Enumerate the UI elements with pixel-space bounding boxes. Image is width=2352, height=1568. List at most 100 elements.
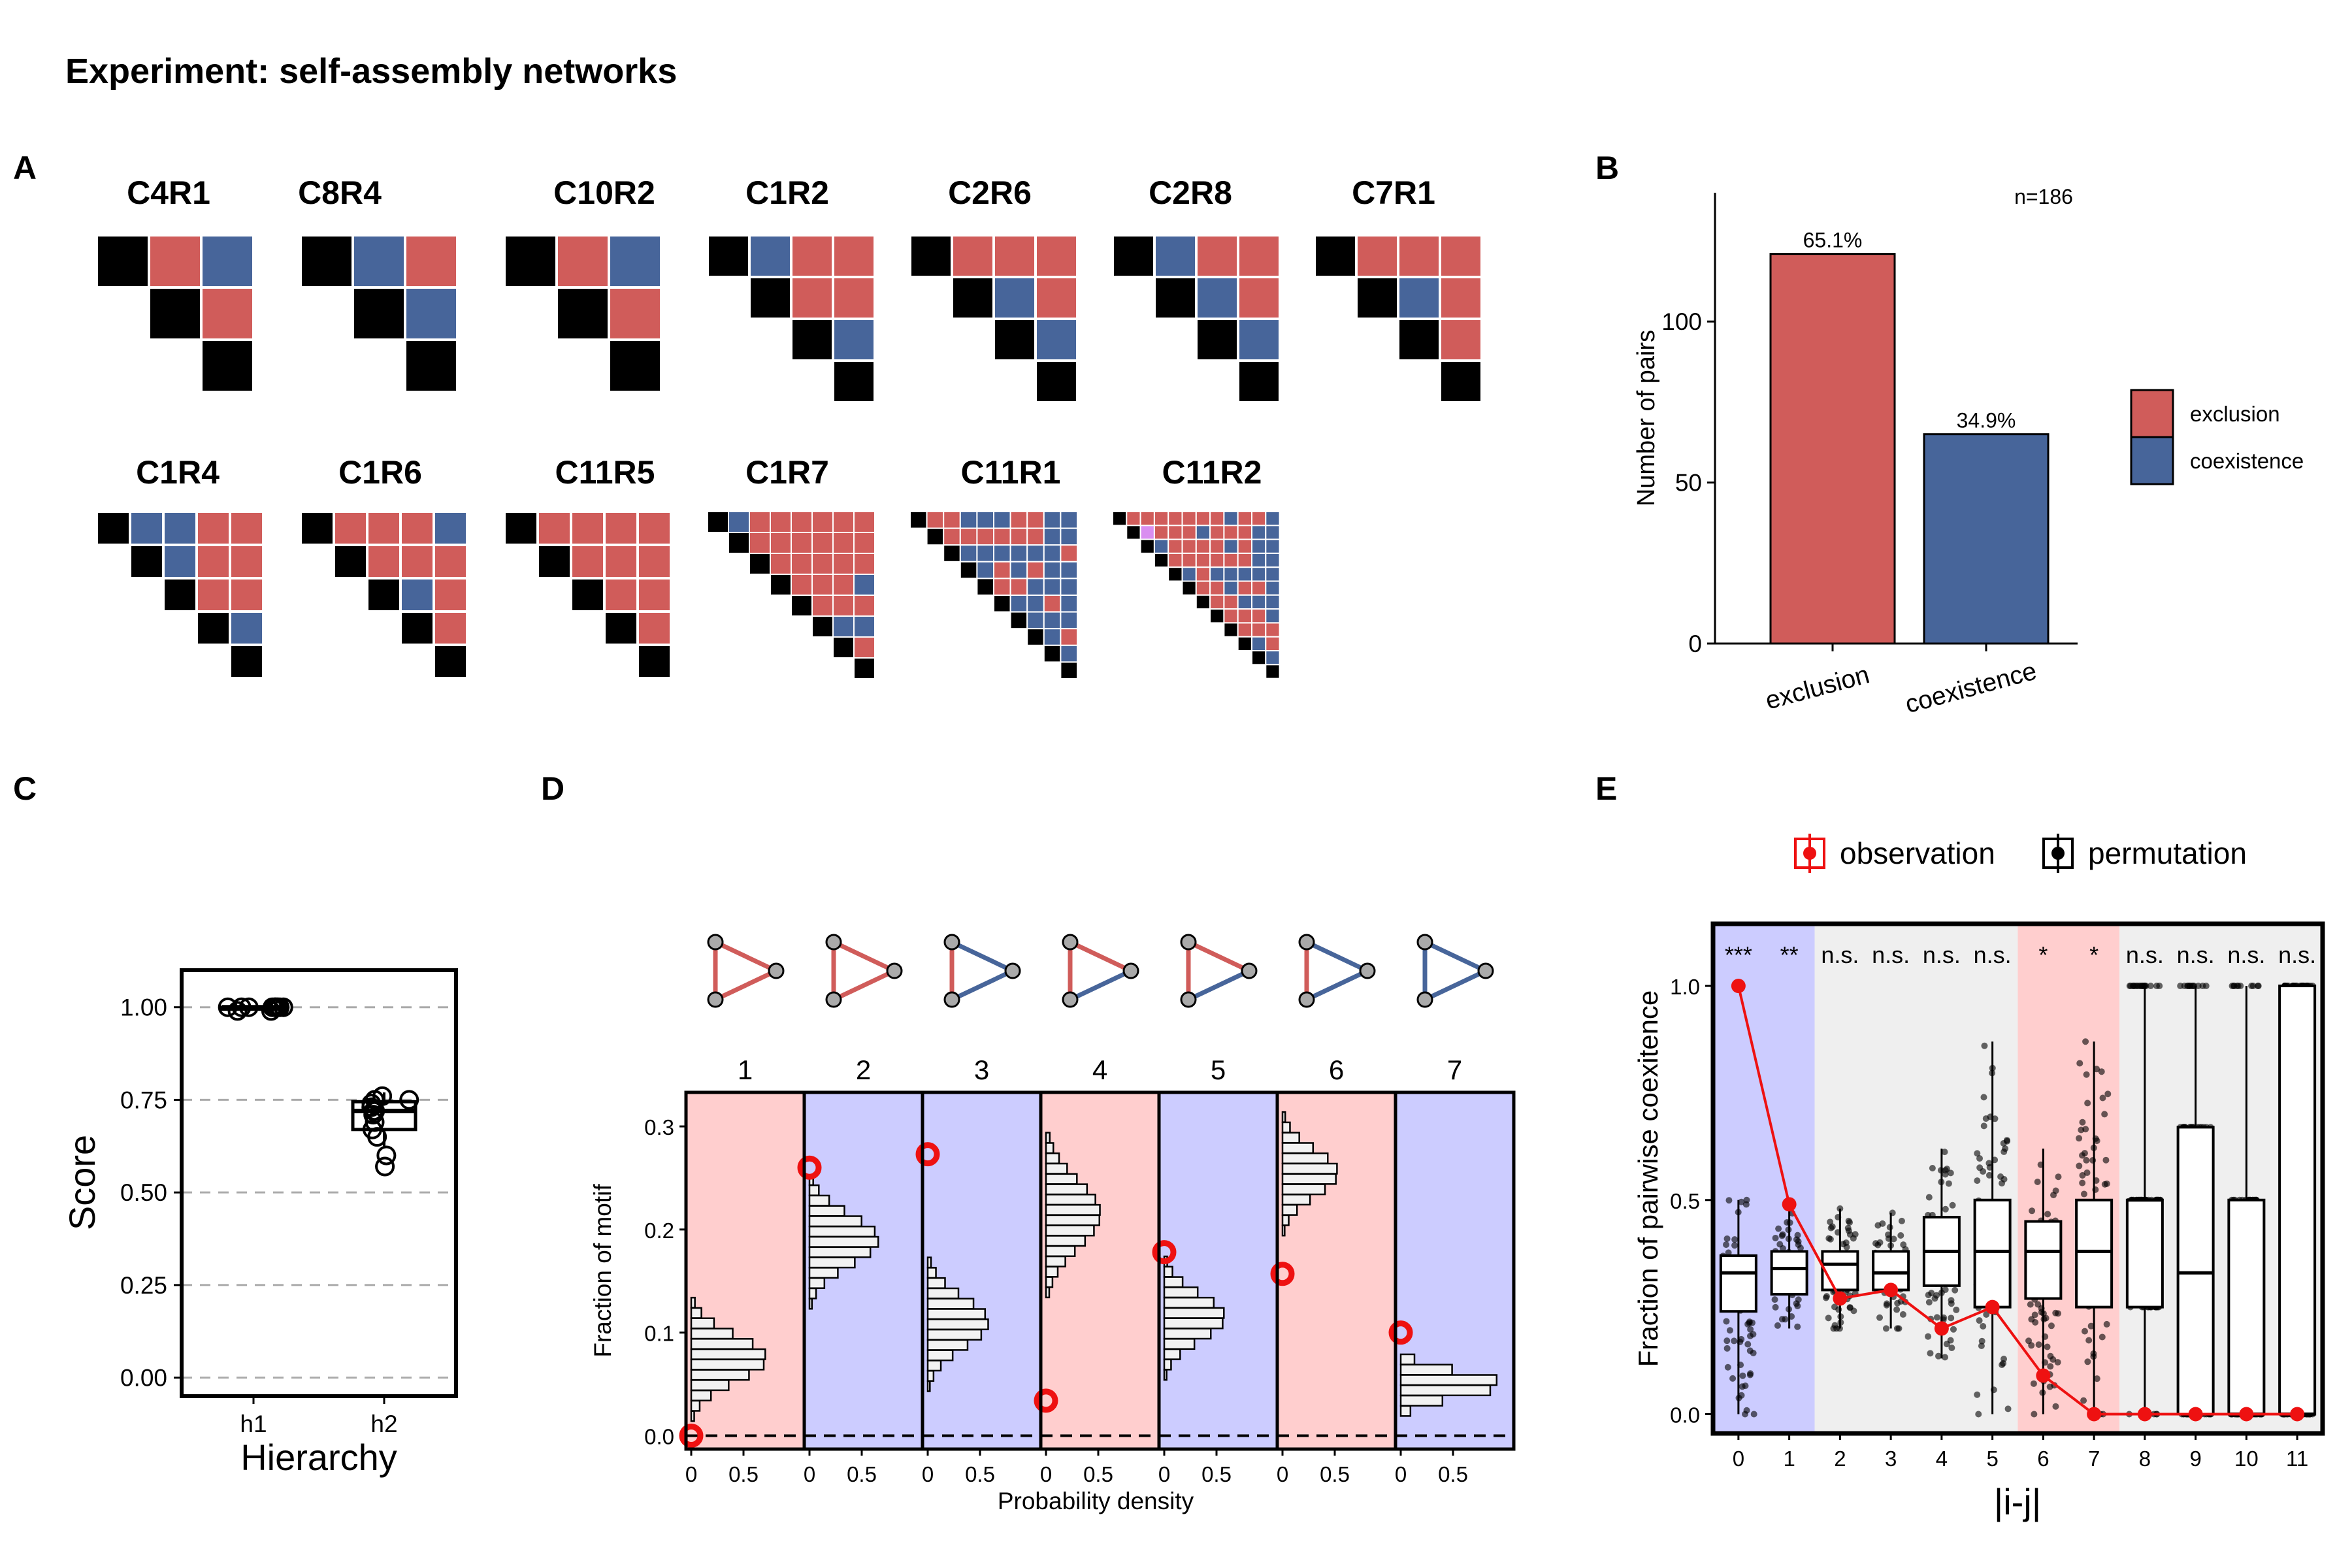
permutation-point: [1738, 1198, 1745, 1205]
legend-key-point: [2051, 847, 2065, 860]
permutation-box: [2075, 1198, 2114, 1309]
network-title-c1r7: C1R7: [745, 454, 829, 491]
motif-edge: [1187, 939, 1250, 973]
network-title-c8r4: C8R4: [298, 174, 382, 211]
histogram-bar: [690, 1379, 730, 1392]
pair-cell: [770, 532, 792, 554]
observed-motif-marker: [1034, 1388, 1058, 1413]
pair-cell: [1168, 538, 1183, 554]
permutation-point: [2028, 1316, 2035, 1323]
data-point: [367, 1127, 387, 1147]
x-tick-label: coexistence: [1903, 657, 2040, 719]
histogram-bar: [1045, 1214, 1101, 1226]
pair-cell: [1026, 611, 1045, 630]
pair-cell: [1209, 511, 1225, 527]
permutation-point: [1952, 1286, 1959, 1294]
pair-cell: [1009, 527, 1028, 546]
significance-label: n.s.: [2177, 941, 2215, 968]
bar-coexistence: [1923, 433, 2050, 645]
legend-key-coexistence: [2130, 436, 2174, 485]
motif-node: [1241, 962, 1258, 979]
pair-cell: [200, 234, 255, 289]
histogram-bar: [808, 1267, 839, 1279]
motif-node: [1180, 934, 1197, 951]
pair-cell: [129, 510, 165, 546]
pair-cell: [1251, 511, 1267, 527]
self-cell: [853, 657, 875, 679]
pair-cell: [399, 510, 435, 546]
significance-label: ***: [1725, 941, 1752, 968]
pair-cell: [1043, 511, 1062, 529]
y-tick-label: 0.75: [120, 1086, 167, 1113]
pair-cell: [1209, 552, 1225, 568]
pair-cell: [832, 234, 876, 278]
self-cell: [570, 577, 606, 613]
histogram-bar: [1399, 1353, 1416, 1365]
self-cell: [351, 286, 406, 341]
self-cell: [1439, 359, 1483, 404]
histogram-bar: [690, 1410, 695, 1422]
motif-edge: [1305, 968, 1369, 1002]
pair-cell: [1265, 511, 1281, 527]
pair-cell: [1209, 566, 1225, 582]
histogram-bar: [1281, 1111, 1286, 1123]
permutation-point: [1779, 1245, 1786, 1252]
histogram-bar: [1399, 1405, 1412, 1417]
permutation-point: [1974, 1391, 1981, 1398]
self-cell: [1043, 644, 1062, 663]
pair-cell: [1139, 525, 1155, 540]
permutation-point: [1833, 1325, 1840, 1332]
permutation-point: [2079, 1152, 2086, 1159]
pair-cell: [433, 544, 468, 580]
pair-cell: [1026, 544, 1045, 563]
pair-cell: [1223, 552, 1239, 568]
permutation-point: [1750, 1411, 1757, 1418]
permutation-point: [1772, 1234, 1779, 1241]
pair-cell: [603, 510, 639, 546]
motif-panel-6: 60 0.5: [1270, 934, 1397, 1486]
permutation-point: [2079, 1119, 2086, 1126]
pair-cell: [992, 234, 1037, 278]
permutation-point: [2093, 1375, 2100, 1382]
self-cell: [1060, 661, 1079, 680]
pair-cell: [832, 511, 855, 533]
self-cell: [909, 234, 953, 278]
histogram-bar: [1045, 1194, 1096, 1206]
panel-a-networks: C4R1 C8R4 C10R2 C1R2 C2R6 C2R8 C7R1 C1R4 C1R6 C11…: [95, 174, 1483, 680]
self-cell: [707, 511, 729, 533]
y-tick-label: 50: [1675, 470, 1702, 497]
pair-cell: [1265, 608, 1281, 624]
permutation-point: [2076, 1060, 2083, 1067]
permutation-point: [1983, 1311, 1990, 1318]
significance-label: n.s.: [2278, 941, 2316, 968]
x-tick-label: 0: [1733, 1446, 1744, 1471]
x-tick-label: 4: [1936, 1446, 1948, 1471]
permutation-point: [2080, 1190, 2087, 1198]
pair-cell: [608, 286, 662, 341]
data-point: [376, 1145, 397, 1166]
pair-cell: [853, 511, 875, 533]
pair-cell: [1209, 580, 1225, 596]
data-point: [231, 997, 252, 1017]
permutation-point: [2054, 1359, 2061, 1366]
motif-background: [1159, 1092, 1277, 1449]
x-tick-label: 11: [2286, 1446, 2308, 1471]
x-tick-label: 10: [2234, 1446, 2259, 1471]
permutation-point: [1726, 1327, 1733, 1334]
legend-label-observation: observation: [1840, 836, 1995, 870]
self-cell: [299, 234, 354, 289]
pair-cell: [832, 615, 855, 638]
pair-cell: [1223, 594, 1239, 610]
self-cell: [1153, 276, 1198, 320]
motif-edge: [1069, 939, 1132, 973]
observation-point: [1985, 1299, 2000, 1315]
self-cell: [1139, 538, 1155, 554]
pair-cell: [636, 510, 672, 546]
self-cell: [608, 338, 662, 393]
pair-cell: [1251, 594, 1267, 610]
plot-frame: [180, 968, 458, 1398]
permutation-point: [1899, 1311, 1906, 1318]
permutation-point: [2029, 1207, 2036, 1215]
observed-motif-marker: [915, 1142, 940, 1167]
